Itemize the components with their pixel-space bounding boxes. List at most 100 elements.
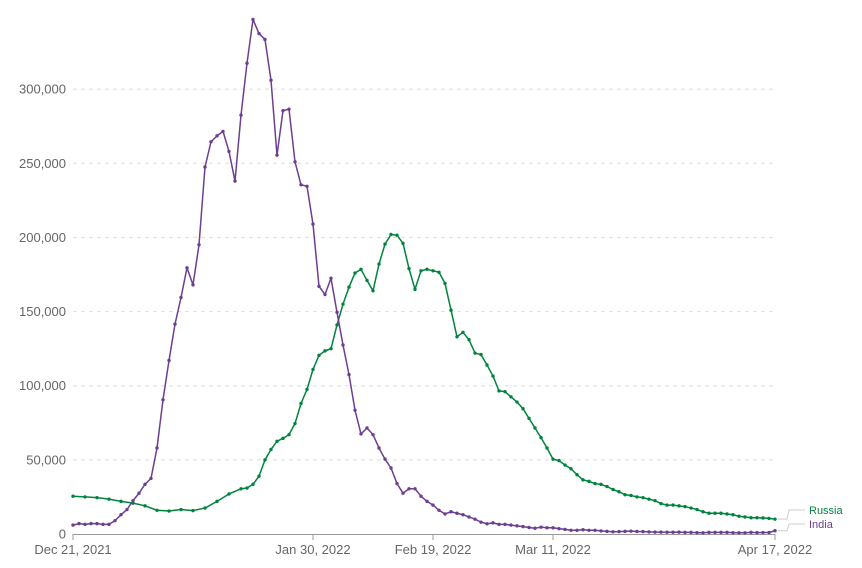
data-point xyxy=(479,352,483,357)
data-point xyxy=(593,481,597,486)
data-point xyxy=(77,521,81,526)
data-point xyxy=(479,520,483,524)
data-point xyxy=(209,140,213,144)
data-point xyxy=(725,512,729,516)
data-point xyxy=(677,530,681,534)
data-point xyxy=(107,497,111,501)
data-point xyxy=(683,530,687,535)
data-point xyxy=(515,400,519,404)
data-point xyxy=(455,511,459,515)
data-point xyxy=(719,511,723,515)
data-point xyxy=(353,271,357,275)
data-point xyxy=(599,529,603,533)
data-point xyxy=(203,506,207,510)
data-point xyxy=(149,476,153,481)
data-point xyxy=(365,278,369,283)
data-point xyxy=(395,481,399,486)
data-point xyxy=(287,107,291,111)
data-point xyxy=(377,446,381,450)
data-point xyxy=(275,153,279,157)
data-point xyxy=(293,160,297,164)
data-point xyxy=(695,507,699,512)
data-point xyxy=(461,330,465,335)
data-point xyxy=(725,530,729,535)
data-point xyxy=(497,522,501,527)
data-point xyxy=(551,526,555,530)
data-point xyxy=(317,284,321,289)
data-point xyxy=(569,528,573,532)
data-point xyxy=(269,447,273,452)
x-tick-label: Feb 19, 2022 xyxy=(395,542,472,557)
data-point xyxy=(593,528,597,532)
data-point xyxy=(659,530,663,534)
data-point xyxy=(755,515,759,520)
data-point xyxy=(503,522,507,527)
y-tick-label: 100,000 xyxy=(19,378,66,393)
data-point xyxy=(299,183,303,187)
data-point xyxy=(635,495,639,499)
data-point xyxy=(473,351,477,355)
data-point xyxy=(749,515,753,520)
data-point xyxy=(155,446,159,450)
data-point xyxy=(71,494,75,498)
y-tick-label: 200,000 xyxy=(19,230,66,245)
data-point xyxy=(515,524,519,528)
data-point xyxy=(167,509,171,513)
data-point xyxy=(719,530,723,535)
data-point xyxy=(377,262,381,266)
data-point xyxy=(275,439,279,444)
data-point xyxy=(353,408,357,412)
data-point xyxy=(329,276,333,280)
data-point xyxy=(773,529,777,533)
data-point xyxy=(575,528,579,532)
x-tick-label: Dec 21, 2021 xyxy=(34,542,111,557)
data-point xyxy=(263,37,267,42)
data-point xyxy=(281,108,285,113)
data-point xyxy=(335,310,339,315)
data-point xyxy=(653,498,657,503)
data-point xyxy=(485,363,489,367)
legend-connector xyxy=(778,523,805,532)
data-point xyxy=(167,358,171,363)
data-point xyxy=(581,478,585,482)
data-point xyxy=(437,270,441,274)
data-point xyxy=(227,492,231,496)
data-point xyxy=(761,530,765,535)
data-point xyxy=(749,530,753,535)
data-point xyxy=(731,513,735,517)
data-point xyxy=(341,302,345,306)
data-point xyxy=(227,149,231,154)
data-point xyxy=(239,113,243,117)
data-point xyxy=(611,530,615,534)
data-point xyxy=(311,222,315,226)
data-point xyxy=(443,281,447,286)
data-point xyxy=(305,184,309,188)
data-point xyxy=(335,323,339,327)
data-point xyxy=(491,374,495,378)
data-point xyxy=(401,241,405,246)
data-point xyxy=(521,524,525,529)
data-point xyxy=(347,285,351,289)
data-point xyxy=(419,269,423,273)
data-point xyxy=(365,426,369,430)
data-point xyxy=(467,515,471,519)
data-point xyxy=(179,295,183,300)
data-point xyxy=(545,446,549,450)
series-line-russia xyxy=(72,233,776,520)
data-point xyxy=(473,517,477,521)
data-point xyxy=(677,504,681,508)
data-point xyxy=(431,503,435,507)
data-point xyxy=(569,467,573,471)
data-point xyxy=(395,233,399,237)
data-point xyxy=(743,515,747,519)
y-axis: 0 50,000 100,000 150,000 200,000 250,000 300,0… xyxy=(19,82,66,542)
data-point xyxy=(293,421,297,426)
data-point xyxy=(737,531,741,535)
data-point xyxy=(707,530,711,535)
data-point xyxy=(617,490,621,494)
data-point xyxy=(119,513,123,517)
data-point xyxy=(245,486,249,490)
data-point xyxy=(257,474,261,478)
data-point xyxy=(443,512,447,516)
